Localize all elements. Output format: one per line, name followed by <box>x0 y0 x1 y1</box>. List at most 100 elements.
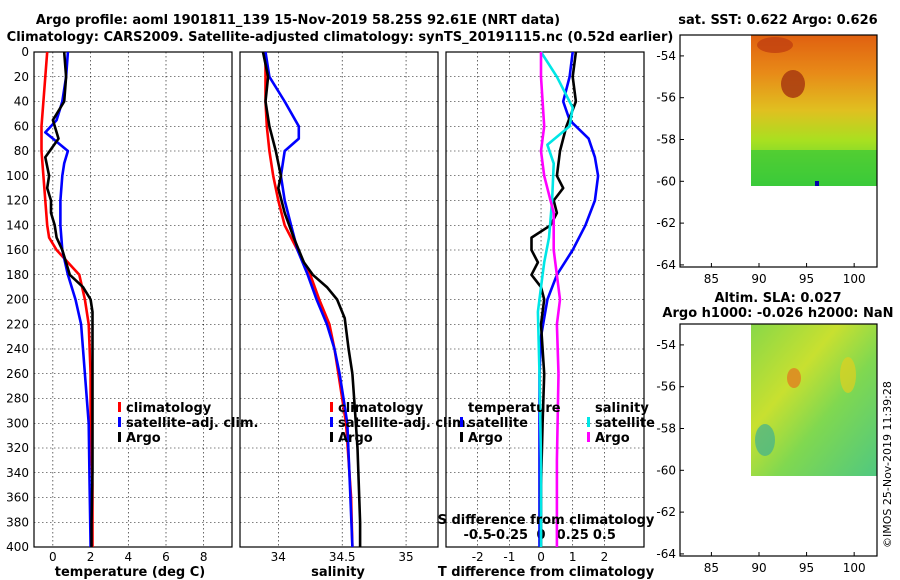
temperature-x-axis: 0 2 4 6 8 <box>49 550 207 564</box>
difference-panel: -2 -1 0 1 2 -0.5-0.25 0 0.25 0.5 S difference f… <box>438 51 655 580</box>
x-tick-label: 0 <box>537 550 545 564</box>
s-difference-xlabel: S difference from climatology <box>438 513 655 528</box>
argo-location-marker <box>815 181 819 186</box>
lat-tick-label: -62 <box>656 505 676 519</box>
x-tick-label: 2 <box>87 550 95 564</box>
depth-tick-label: 80 <box>14 144 29 158</box>
salinity-x-axis: 34 34.5 35 <box>271 550 414 564</box>
temperature-grid <box>34 51 232 548</box>
x2-tick-label: -0.25 <box>491 528 528 543</box>
depth-tick-label: 320 <box>6 441 29 455</box>
series-line-argo <box>43 51 94 547</box>
lat-tick-label: -58 <box>656 133 676 147</box>
sla-high-patch <box>840 357 856 393</box>
legend-label-climatology: climatology <box>338 401 424 416</box>
figure-title-line1: Argo profile: aoml 1901811_139 15-Nov-20… <box>36 13 560 28</box>
sst-map-title: sat. SST: 0.622 Argo: 0.626 <box>678 13 877 28</box>
x2-tick-label: 0.25 <box>557 528 589 543</box>
depth-tick-label: 180 <box>6 268 29 282</box>
depth-tick-label: 340 <box>6 466 29 480</box>
x-tick-label: 1 <box>569 550 577 564</box>
sst-map-lon-axis: 85 90 95 100 <box>704 263 866 286</box>
lat-tick-label: -60 <box>656 463 676 477</box>
depth-tick-label: 60 <box>14 119 29 133</box>
lat-tick-label: -54 <box>656 49 676 63</box>
depth-tick-label: 200 <box>6 293 29 307</box>
temperature-series <box>40 51 94 548</box>
x-tick-label: 6 <box>162 550 170 564</box>
legend-label-satellite: satellite-adj. clim. <box>338 416 470 431</box>
lat-tick-label: -64 <box>656 258 676 272</box>
t-difference-x-axis: -2 -1 0 1 2 <box>472 550 609 564</box>
legend-title-salinity: salinity <box>595 401 649 416</box>
lat-tick-label: -64 <box>656 547 676 561</box>
lat-tick-label: -60 <box>656 174 676 188</box>
legend-swatch-t-satellite <box>460 417 463 427</box>
x-tick-label: 4 <box>124 550 132 564</box>
depth-tick-label: 120 <box>6 194 29 208</box>
sla-low-patch <box>755 424 775 456</box>
legend-swatch-s-argo <box>587 432 590 442</box>
salinity-panel: 34 34.5 35 salinity climatology satellite-… <box>239 51 470 580</box>
depth-axis: 0 20 40 60 80 100 120 140 160 180 200 220 240 260 280 3… <box>6 45 29 554</box>
depth-tick-label: 0 <box>21 45 29 59</box>
depth-tick-label: 100 <box>6 169 29 183</box>
lat-tick-label: -58 <box>656 422 676 436</box>
x-tick-label: 34 <box>271 550 286 564</box>
lon-tick-label: 90 <box>751 272 766 286</box>
sla-map-title-line2: Argo h1000: -0.026 h2000: NaN <box>662 306 893 321</box>
legend-label-argo: Argo <box>338 431 373 446</box>
lat-tick-label: -56 <box>656 91 676 105</box>
series-line-climatology <box>40 51 94 547</box>
sst-map-frame <box>679 34 878 268</box>
sla-map-title-line1: Altim. SLA: 0.027 <box>715 291 842 306</box>
sla-map-frame <box>679 323 878 557</box>
depth-tick-label: 40 <box>14 95 29 109</box>
legend-label-t-argo: Argo <box>468 431 503 446</box>
temperature-xlabel: temperature (deg C) <box>55 565 205 580</box>
series-line-s-argo <box>539 52 562 547</box>
timestamp: ©IMOS 25-Nov-2019 11:39:28 <box>881 381 894 548</box>
x-tick-label: 0 <box>49 550 57 564</box>
sst-warm-patch <box>781 70 805 98</box>
legend-label-s-satellite: satellite <box>595 416 655 431</box>
salinity-series <box>261 51 362 548</box>
sst-cold-band <box>751 150 877 186</box>
temperature-legend: climatology satellite-adj. clim. Argo <box>118 401 258 446</box>
legend-label-climatology: climatology <box>126 401 212 416</box>
series-line-satellite-adj-clim- <box>43 51 92 548</box>
depth-tick-label: 220 <box>6 317 29 331</box>
legend-swatch-climatology <box>118 402 121 412</box>
difference-series <box>530 51 600 547</box>
lon-tick-label: 85 <box>704 272 719 286</box>
legend-swatch-s-satellite <box>587 417 590 427</box>
sst-map: sat. SST: 0.622 Argo: 0.626 -54 -56 -58 -60… <box>656 13 877 286</box>
lat-tick-label: -62 <box>656 216 676 230</box>
series-line-t-argo <box>530 51 578 547</box>
legend-label-satellite: satellite-adj. clim. <box>126 416 258 431</box>
legend-title-temperature: temperature <box>468 401 561 416</box>
salinity-grid <box>240 51 438 548</box>
depth-tick-label: 240 <box>6 342 29 356</box>
legend-swatch-climatology <box>330 402 333 412</box>
depth-tick-label: 400 <box>6 540 29 554</box>
lat-tick-label: -54 <box>656 338 676 352</box>
salinity-xlabel: salinity <box>311 565 365 580</box>
depth-tick-label: 360 <box>6 491 29 505</box>
x-tick-label: 2 <box>601 550 609 564</box>
sst-map-lat-axis: -54 -56 -58 -60 -62 -64 <box>656 49 684 272</box>
lon-tick-label: 85 <box>704 561 719 575</box>
depth-tick-label: 20 <box>14 70 29 84</box>
sla-map: Altim. SLA: 0.027 Argo h1000: -0.026 h20… <box>656 291 893 575</box>
legend-swatch-t-argo <box>460 432 463 442</box>
legend-swatch-satellite <box>118 417 121 427</box>
depth-tick-label: 300 <box>6 416 29 430</box>
series-line-argo <box>261 51 362 547</box>
lon-tick-label: 100 <box>843 561 866 575</box>
x-tick-label: 8 <box>200 550 208 564</box>
legend-swatch-argo <box>118 432 121 442</box>
depth-tick-label: 280 <box>6 392 29 406</box>
figure-title-line2: Climatology: CARS2009. Satellite-adjuste… <box>7 30 674 45</box>
sla-high-patch <box>787 368 801 388</box>
